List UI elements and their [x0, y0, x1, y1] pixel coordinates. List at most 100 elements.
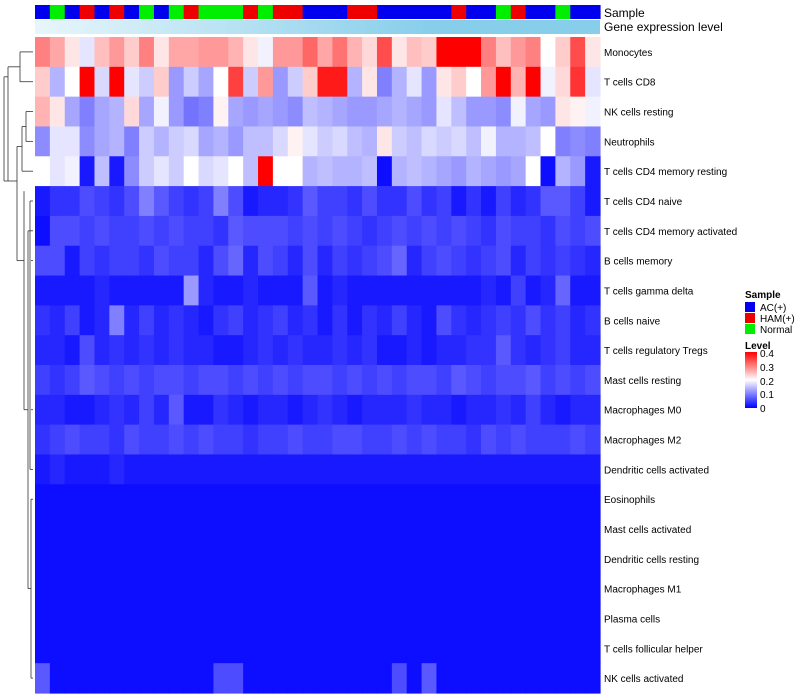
row-label: T cells follicular helper	[604, 644, 703, 655]
sample-annotation-cell	[332, 5, 348, 19]
heatmap-cell	[168, 186, 185, 217]
heatmap-cell	[555, 156, 571, 187]
heatmap-cell	[64, 96, 81, 128]
heatmap-cell	[124, 66, 140, 98]
heatmap-cell	[139, 633, 155, 664]
heatmap-cell	[570, 394, 586, 426]
sample-annotation-cell	[287, 5, 304, 19]
heatmap-cell	[406, 454, 423, 485]
heatmap-cell	[124, 275, 140, 306]
heatmap-cell	[35, 484, 51, 515]
heatmap-cell	[94, 484, 110, 515]
heatmap-cell	[540, 514, 556, 545]
heatmap-cell	[436, 543, 452, 575]
heatmap-cell	[347, 275, 363, 306]
heatmap-cell	[406, 394, 423, 426]
heatmap-cell	[243, 514, 259, 545]
heatmap-cell	[35, 633, 51, 664]
heatmap-cell	[376, 335, 393, 366]
heatmap-cell	[213, 37, 229, 68]
sample-annotation-cell	[555, 5, 571, 19]
heatmap-cell	[302, 394, 319, 426]
heatmap-cell	[466, 156, 482, 187]
heatmap-cell	[64, 603, 81, 634]
heatmap-cell	[64, 126, 81, 157]
heatmap-cell	[109, 126, 125, 157]
heatmap-cell	[451, 454, 467, 485]
heatmap-cell	[258, 305, 274, 336]
heatmap-cell	[362, 275, 378, 306]
heatmap-cell	[109, 186, 125, 217]
legend-swatch-ac	[745, 302, 755, 312]
heatmap-cell	[94, 156, 110, 187]
heatmap-cell	[317, 96, 333, 128]
heatmap-cell	[35, 335, 51, 366]
heatmap-cell	[510, 603, 527, 634]
heatmap-cell	[436, 275, 452, 306]
heatmap-cell	[139, 275, 155, 306]
sample-annotation-cell	[406, 5, 423, 19]
heatmap-cell	[258, 573, 274, 605]
heatmap-cell	[124, 126, 140, 157]
heatmap-cell	[64, 484, 81, 515]
heatmap-cell	[317, 633, 333, 664]
heatmap-cell	[243, 335, 259, 366]
heatmap-cell	[228, 215, 244, 247]
heatmap-cell	[525, 245, 542, 277]
heatmap-cell	[124, 484, 140, 515]
heatmap-cell	[243, 305, 259, 336]
heatmap-cell	[540, 245, 556, 277]
heatmap-cell	[94, 245, 110, 277]
heatmap-cell	[510, 96, 527, 128]
heatmap-cell	[243, 126, 259, 157]
heatmap-cell	[35, 156, 51, 187]
heatmap-cell	[585, 633, 601, 664]
heatmap-cell	[139, 484, 155, 515]
heatmap-cell	[540, 663, 556, 694]
heatmap-cell	[362, 424, 378, 456]
heatmap-cell	[183, 484, 200, 515]
heatmap-cell	[362, 394, 378, 426]
sample-annotation-cell	[49, 5, 66, 19]
heatmap-cell	[35, 305, 51, 336]
heatmap-cell	[49, 454, 66, 485]
heatmap-cell	[347, 633, 363, 664]
heatmap-cell	[510, 156, 527, 187]
heatmap-cell	[421, 603, 438, 634]
heatmap-cell	[183, 275, 200, 306]
heatmap-cell	[109, 394, 125, 426]
heatmap-cell	[79, 424, 96, 456]
heatmap-cell	[243, 245, 259, 277]
heatmap-cell	[421, 365, 438, 396]
heatmap-cell	[139, 66, 155, 98]
heatmap-cell	[228, 424, 244, 456]
heatmap-cell	[347, 365, 363, 396]
heatmap-cell	[139, 37, 155, 68]
heatmap-cell	[198, 215, 215, 247]
heatmap-cell	[540, 37, 556, 68]
heatmap-cell	[243, 365, 259, 396]
heatmap-cell	[376, 484, 393, 515]
heatmap-cell	[436, 573, 452, 605]
heatmap-cell	[406, 245, 423, 277]
heatmap-cell	[555, 633, 571, 664]
heatmap-cell	[347, 126, 363, 157]
heatmap-cell	[406, 603, 423, 634]
heatmap-cell	[243, 37, 259, 68]
heatmap-cell	[540, 156, 556, 187]
heatmap-cell	[228, 543, 244, 575]
heatmap-cell	[362, 66, 378, 98]
heatmap-cell	[466, 215, 482, 247]
heatmap-cell	[376, 394, 393, 426]
heatmap-cell	[391, 365, 408, 396]
heatmap-cell	[124, 215, 140, 247]
heatmap-cell	[35, 37, 51, 68]
heatmap-cell	[79, 156, 96, 187]
heatmap-cell	[510, 66, 527, 98]
heatmap-cell	[391, 603, 408, 634]
heatmap-cell	[168, 394, 185, 426]
heatmap-cell	[317, 37, 333, 68]
heatmap-cell	[495, 394, 512, 426]
heatmap-cell	[79, 215, 96, 247]
heatmap-cell	[495, 424, 512, 456]
